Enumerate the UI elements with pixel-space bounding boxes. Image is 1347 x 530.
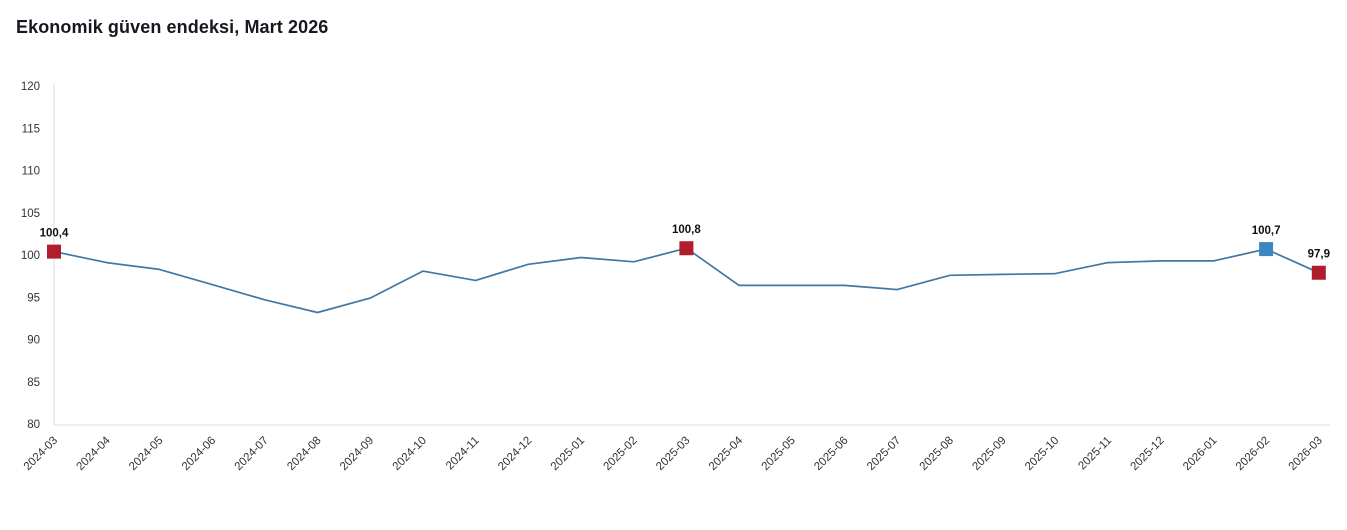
x-tick-label: 2024-07 bbox=[233, 435, 271, 473]
x-tick-label: 2025-08 bbox=[918, 435, 956, 473]
x-tick-label: 2024-12 bbox=[496, 435, 534, 473]
annotated-points: 100,4 100,8 100,7 97,9 bbox=[40, 224, 1330, 280]
data-point-marker[interactable] bbox=[47, 244, 61, 259]
y-tick-label: 85 bbox=[27, 377, 40, 389]
x-tick-label: 2024-09 bbox=[338, 435, 376, 473]
x-tick-label: 2024-11 bbox=[444, 435, 482, 473]
y-tick-label: 115 bbox=[22, 123, 40, 135]
data-point-label: 97,9 bbox=[1308, 249, 1330, 261]
x-tick-label: 2025-01 bbox=[549, 435, 587, 473]
data-point-label: 100,4 bbox=[40, 228, 69, 240]
chart-title: Ekonomik güven endeksi, Mart 2026 bbox=[16, 17, 329, 37]
x-tick-label: 2025-02 bbox=[601, 435, 639, 473]
x-tick-label: 2025-12 bbox=[1128, 435, 1166, 473]
x-tick-label: 2025-03 bbox=[654, 435, 692, 473]
x-tick-label: 2025-07 bbox=[865, 435, 903, 473]
x-tick-label: 2024-04 bbox=[74, 434, 113, 473]
x-axis-labels: 2024-03 2024-04 2024-05 2024-06 2024-07 2024-… bbox=[22, 434, 1325, 473]
y-tick-label: 95 bbox=[27, 292, 40, 304]
x-tick-label: 2026-01 bbox=[1181, 435, 1219, 473]
x-tick-label: 2025-04 bbox=[707, 434, 746, 473]
x-tick-label: 2025-11 bbox=[1076, 435, 1114, 473]
data-point-label: 100,7 bbox=[1252, 225, 1281, 237]
x-tick-label: 2026-03 bbox=[1287, 435, 1325, 473]
x-tick-label: 2024-06 bbox=[180, 435, 218, 473]
y-tick-label: 120 bbox=[21, 81, 40, 93]
x-tick-label: 2025-06 bbox=[812, 435, 850, 473]
x-tick-label: 2024-08 bbox=[285, 435, 323, 473]
y-axis-labels: 80 85 90 95 100 105 110 115 120 bbox=[21, 81, 40, 431]
data-point-marker[interactable] bbox=[679, 241, 694, 256]
x-tick-label: 2025-09 bbox=[970, 435, 1008, 473]
x-tick-label: 2024-10 bbox=[391, 435, 429, 473]
x-tick-label: 2026-02 bbox=[1234, 435, 1272, 473]
data-point-marker[interactable] bbox=[1311, 265, 1326, 280]
data-point-marker[interactable] bbox=[1259, 242, 1274, 257]
y-tick-label: 80 bbox=[27, 419, 40, 431]
x-tick-label: 2025-05 bbox=[760, 435, 798, 473]
series-line bbox=[53, 247, 1320, 314]
y-tick-label: 90 bbox=[27, 335, 40, 347]
y-tick-label: 105 bbox=[21, 208, 40, 220]
y-tick-label: 110 bbox=[22, 166, 40, 178]
x-tick-label: 2024-03 bbox=[22, 435, 60, 473]
data-point-label: 100,8 bbox=[672, 224, 701, 236]
x-tick-label: 2024-05 bbox=[127, 435, 165, 473]
y-tick-label: 100 bbox=[21, 250, 40, 262]
x-tick-label: 2025-10 bbox=[1023, 435, 1061, 473]
